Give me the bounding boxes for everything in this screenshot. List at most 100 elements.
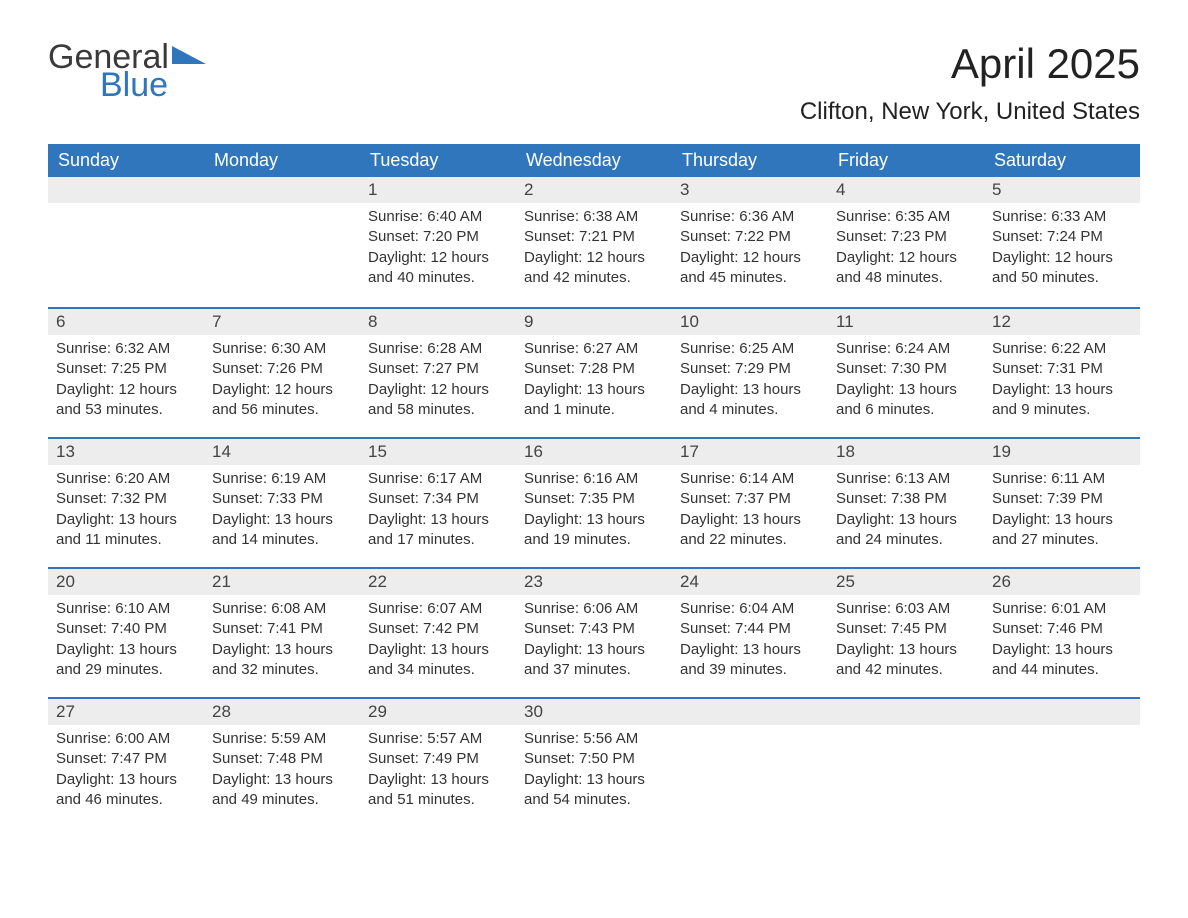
weekday-header: Friday (828, 144, 984, 177)
day-body: Sunrise: 6:11 AMSunset: 7:39 PMDaylight:… (984, 465, 1140, 558)
calendar-cell: 11Sunrise: 6:24 AMSunset: 7:30 PMDayligh… (828, 307, 984, 437)
daylight-line: Daylight: 13 hours and 37 minutes. (524, 640, 664, 681)
location: Clifton, New York, United States (800, 98, 1140, 126)
sunset-line: Sunset: 7:48 PM (212, 749, 352, 769)
sunset-line: Sunset: 7:33 PM (212, 489, 352, 509)
calendar-cell (48, 177, 204, 307)
day-body: Sunrise: 6:14 AMSunset: 7:37 PMDaylight:… (672, 465, 828, 558)
day-body: Sunrise: 6:40 AMSunset: 7:20 PMDaylight:… (360, 203, 516, 296)
day-body: Sunrise: 6:36 AMSunset: 7:22 PMDaylight:… (672, 203, 828, 296)
sunset-line: Sunset: 7:46 PM (992, 619, 1132, 639)
calendar-cell: 7Sunrise: 6:30 AMSunset: 7:26 PMDaylight… (204, 307, 360, 437)
daylight-line: Daylight: 13 hours and 1 minute. (524, 380, 664, 421)
sunrise-line: Sunrise: 6:38 AM (524, 207, 664, 227)
calendar-cell: 10Sunrise: 6:25 AMSunset: 7:29 PMDayligh… (672, 307, 828, 437)
day-number: 18 (828, 437, 984, 465)
sunset-line: Sunset: 7:30 PM (836, 359, 976, 379)
day-body: Sunrise: 5:56 AMSunset: 7:50 PMDaylight:… (516, 725, 672, 818)
daylight-line: Daylight: 13 hours and 29 minutes. (56, 640, 196, 681)
day-number: 28 (204, 697, 360, 725)
day-number: 29 (360, 697, 516, 725)
daylight-line: Daylight: 13 hours and 42 minutes. (836, 640, 976, 681)
daylight-line: Daylight: 13 hours and 17 minutes. (368, 510, 508, 551)
calendar-cell: 14Sunrise: 6:19 AMSunset: 7:33 PMDayligh… (204, 437, 360, 567)
sunrise-line: Sunrise: 6:27 AM (524, 339, 664, 359)
weekday-header-row: SundayMondayTuesdayWednesdayThursdayFrid… (48, 144, 1140, 177)
calendar-cell: 20Sunrise: 6:10 AMSunset: 7:40 PMDayligh… (48, 567, 204, 697)
daylight-line: Daylight: 13 hours and 39 minutes. (680, 640, 820, 681)
daylight-line: Daylight: 13 hours and 24 minutes. (836, 510, 976, 551)
day-number: 16 (516, 437, 672, 465)
daylight-line: Daylight: 13 hours and 49 minutes. (212, 770, 352, 811)
sunrise-line: Sunrise: 6:32 AM (56, 339, 196, 359)
sunrise-line: Sunrise: 5:57 AM (368, 729, 508, 749)
daylight-line: Daylight: 12 hours and 58 minutes. (368, 380, 508, 421)
day-body: Sunrise: 6:27 AMSunset: 7:28 PMDaylight:… (516, 335, 672, 428)
calendar-cell: 8Sunrise: 6:28 AMSunset: 7:27 PMDaylight… (360, 307, 516, 437)
day-body: Sunrise: 6:20 AMSunset: 7:32 PMDaylight:… (48, 465, 204, 558)
calendar-cell: 28Sunrise: 5:59 AMSunset: 7:48 PMDayligh… (204, 697, 360, 827)
weekday-header: Saturday (984, 144, 1140, 177)
sunrise-line: Sunrise: 6:33 AM (992, 207, 1132, 227)
day-number: 5 (984, 177, 1140, 203)
day-number: 9 (516, 307, 672, 335)
sunset-line: Sunset: 7:47 PM (56, 749, 196, 769)
calendar-cell: 4Sunrise: 6:35 AMSunset: 7:23 PMDaylight… (828, 177, 984, 307)
sunset-line: Sunset: 7:37 PM (680, 489, 820, 509)
sunrise-line: Sunrise: 6:04 AM (680, 599, 820, 619)
daylight-line: Daylight: 13 hours and 11 minutes. (56, 510, 196, 551)
day-body: Sunrise: 6:03 AMSunset: 7:45 PMDaylight:… (828, 595, 984, 688)
calendar-cell: 30Sunrise: 5:56 AMSunset: 7:50 PMDayligh… (516, 697, 672, 827)
sunset-line: Sunset: 7:38 PM (836, 489, 976, 509)
sunset-line: Sunset: 7:49 PM (368, 749, 508, 769)
day-body: Sunrise: 6:13 AMSunset: 7:38 PMDaylight:… (828, 465, 984, 558)
daylight-line: Daylight: 13 hours and 19 minutes. (524, 510, 664, 551)
sunset-line: Sunset: 7:32 PM (56, 489, 196, 509)
calendar-week-row: 20Sunrise: 6:10 AMSunset: 7:40 PMDayligh… (48, 567, 1140, 697)
sunset-line: Sunset: 7:23 PM (836, 227, 976, 247)
calendar-cell: 13Sunrise: 6:20 AMSunset: 7:32 PMDayligh… (48, 437, 204, 567)
day-number: 2 (516, 177, 672, 203)
day-number: 24 (672, 567, 828, 595)
day-number (672, 697, 828, 725)
logo-text-blue: Blue (100, 68, 206, 102)
daylight-line: Daylight: 12 hours and 42 minutes. (524, 248, 664, 289)
day-body: Sunrise: 5:59 AMSunset: 7:48 PMDaylight:… (204, 725, 360, 818)
day-body: Sunrise: 6:01 AMSunset: 7:46 PMDaylight:… (984, 595, 1140, 688)
weekday-header: Tuesday (360, 144, 516, 177)
daylight-line: Daylight: 12 hours and 45 minutes. (680, 248, 820, 289)
sunrise-line: Sunrise: 6:01 AM (992, 599, 1132, 619)
sunrise-line: Sunrise: 6:22 AM (992, 339, 1132, 359)
sunset-line: Sunset: 7:44 PM (680, 619, 820, 639)
day-number: 13 (48, 437, 204, 465)
sunrise-line: Sunrise: 6:11 AM (992, 469, 1132, 489)
sunset-line: Sunset: 7:42 PM (368, 619, 508, 639)
day-number: 19 (984, 437, 1140, 465)
daylight-line: Daylight: 13 hours and 9 minutes. (992, 380, 1132, 421)
calendar-cell: 27Sunrise: 6:00 AMSunset: 7:47 PMDayligh… (48, 697, 204, 827)
day-number: 15 (360, 437, 516, 465)
day-body: Sunrise: 6:32 AMSunset: 7:25 PMDaylight:… (48, 335, 204, 428)
sunset-line: Sunset: 7:50 PM (524, 749, 664, 769)
sunset-line: Sunset: 7:29 PM (680, 359, 820, 379)
calendar-cell (828, 697, 984, 827)
sunrise-line: Sunrise: 6:19 AM (212, 469, 352, 489)
sunset-line: Sunset: 7:24 PM (992, 227, 1132, 247)
logo: General Blue (48, 40, 206, 102)
day-number: 26 (984, 567, 1140, 595)
sunrise-line: Sunrise: 5:59 AM (212, 729, 352, 749)
daylight-line: Daylight: 13 hours and 54 minutes. (524, 770, 664, 811)
day-number: 10 (672, 307, 828, 335)
sunrise-line: Sunrise: 6:03 AM (836, 599, 976, 619)
calendar-cell: 5Sunrise: 6:33 AMSunset: 7:24 PMDaylight… (984, 177, 1140, 307)
calendar-cell: 19Sunrise: 6:11 AMSunset: 7:39 PMDayligh… (984, 437, 1140, 567)
sunrise-line: Sunrise: 6:06 AM (524, 599, 664, 619)
calendar-cell: 1Sunrise: 6:40 AMSunset: 7:20 PMDaylight… (360, 177, 516, 307)
day-number (828, 697, 984, 725)
day-number: 22 (360, 567, 516, 595)
weekday-header: Wednesday (516, 144, 672, 177)
day-number: 25 (828, 567, 984, 595)
daylight-line: Daylight: 13 hours and 4 minutes. (680, 380, 820, 421)
sunset-line: Sunset: 7:22 PM (680, 227, 820, 247)
title-block: April 2025 Clifton, New York, United Sta… (800, 40, 1140, 136)
